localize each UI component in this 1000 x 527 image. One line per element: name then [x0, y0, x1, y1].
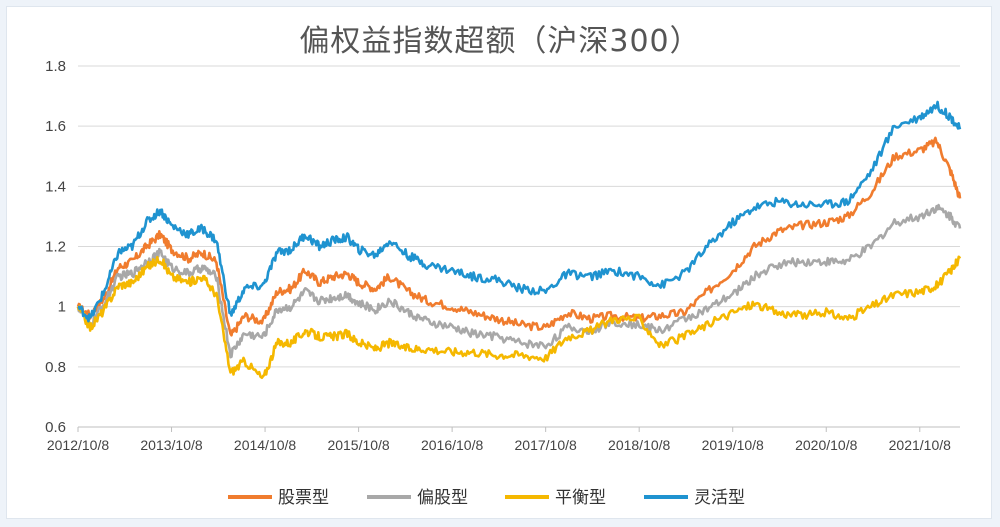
grid-lines: [78, 65, 960, 428]
x-tick-label: 2016/10/8: [421, 437, 483, 453]
x-tick-label: 2013/10/8: [140, 437, 202, 453]
y-tick-label: 1.6: [45, 118, 66, 135]
series-line-1: [76, 136, 962, 337]
x-tick-label: 2018/10/8: [608, 437, 670, 453]
x-tick-label: 2017/10/8: [515, 437, 577, 453]
x-tick-label: 2021/10/8: [889, 437, 951, 453]
legend: 股票型 偏股型 平衡型 灵活型: [228, 488, 745, 508]
legend-label: 平衡型: [555, 488, 606, 508]
legend-label: 灵活型: [694, 488, 745, 508]
series-line-4: [77, 100, 962, 323]
x-tick-label: 2019/10/8: [702, 437, 764, 453]
y-tick-label: 1.8: [45, 58, 66, 75]
y-tick-label: 1: [58, 299, 66, 316]
y-tick-label: 0.6: [45, 419, 66, 436]
x-tick-label: 2012/10/8: [47, 437, 109, 453]
x-tick-label: 2015/10/8: [327, 437, 389, 453]
legend-label: 股票型: [278, 488, 329, 508]
x-tick-label: 2020/10/8: [795, 437, 857, 453]
series-lines: [76, 100, 962, 380]
series-line-3: [76, 255, 962, 380]
y-tick-label: 1.4: [45, 178, 66, 195]
legend-label: 偏股型: [417, 488, 468, 508]
x-tick-label: 2014/10/8: [234, 437, 296, 453]
y-tick-label: 1.2: [45, 239, 66, 256]
series-line-2: [76, 203, 962, 359]
x-axis: 2012/10/8 2013/10/8 2014/10/8 2015/10/8 2016…: [47, 427, 951, 453]
chart-title: 偏权益指数超额（沪深300）: [299, 24, 701, 59]
y-tick-label: 0.8: [45, 359, 66, 376]
y-axis: 0.6 0.8 1 1.2 1.4 1.6 1.8: [45, 58, 66, 436]
